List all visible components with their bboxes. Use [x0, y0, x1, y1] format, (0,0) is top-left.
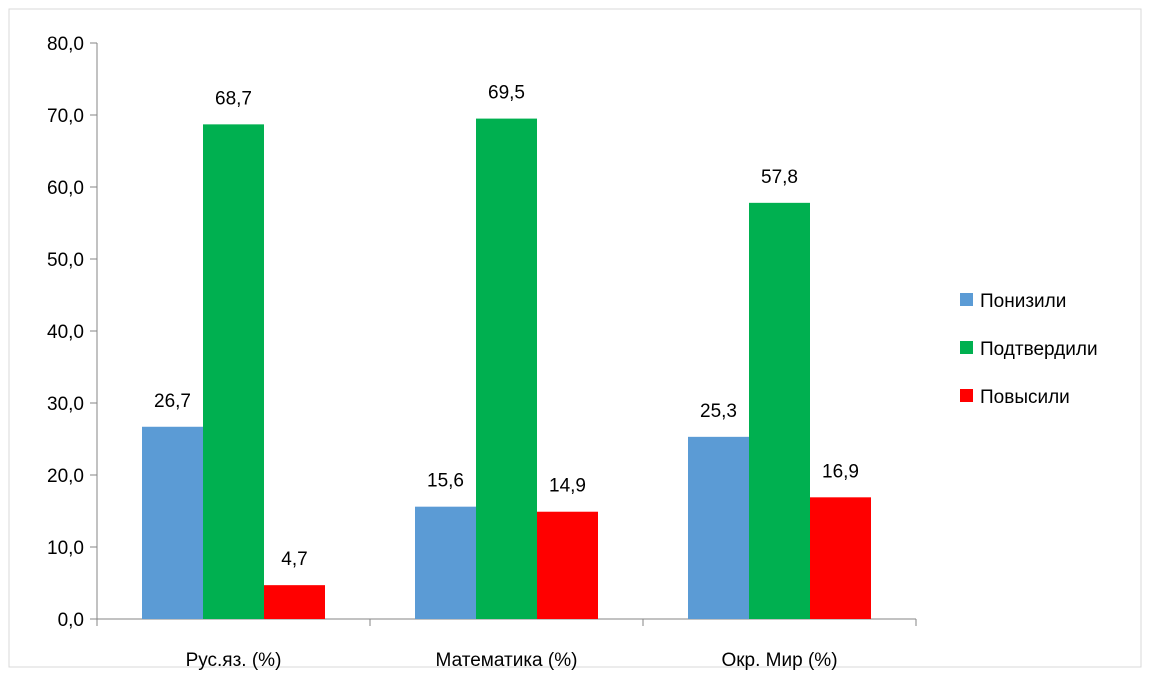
data-label: 69,5 — [488, 83, 525, 104]
bar — [203, 124, 264, 620]
data-label: 4,7 — [281, 549, 307, 570]
y-tick-label: 10,0 — [47, 538, 84, 559]
legend-label: Повысили — [980, 387, 1070, 408]
bars — [142, 118, 871, 620]
bar — [415, 506, 476, 619]
data-label: 57,8 — [761, 167, 798, 188]
legend-label: Подтвердили — [980, 339, 1098, 360]
bar — [749, 202, 810, 619]
x-category-label: Окр. Мир (%) — [721, 650, 837, 671]
x-category-label: Математика (%) — [436, 650, 578, 671]
legend-swatch — [960, 293, 973, 306]
data-label: 68,7 — [215, 88, 252, 109]
data-label: 14,9 — [549, 476, 586, 497]
y-axis: 0,0 10,0 20,0 30,0 40,0 50,0 60,0 70,0 80,0 — [47, 34, 98, 631]
x-axis: Рус.яз. (%) Математика (%) Окр. Мир (%) — [96, 618, 917, 671]
bar — [142, 426, 203, 619]
bar — [476, 118, 537, 619]
data-label: 16,9 — [822, 461, 859, 482]
x-category-label: Рус.яз. (%) — [186, 650, 282, 671]
chart-border — [8, 8, 1142, 668]
data-label: 26,7 — [154, 391, 191, 412]
legend-swatch — [960, 341, 973, 354]
y-tick-label: 50,0 — [47, 250, 84, 271]
legend-label: Понизили — [980, 291, 1066, 312]
bar — [688, 436, 749, 619]
bar — [810, 497, 871, 619]
data-label: 15,6 — [427, 471, 464, 492]
data-label: 25,3 — [700, 401, 737, 422]
bar — [537, 511, 598, 619]
y-tick-label: 40,0 — [47, 322, 84, 343]
y-tick-label: 70,0 — [47, 106, 84, 127]
y-tick-label: 20,0 — [47, 466, 84, 487]
y-tick-label: 80,0 — [47, 34, 84, 55]
y-tick-label: 0,0 — [58, 610, 84, 631]
legend-swatch — [960, 389, 973, 402]
y-tick-label: 60,0 — [47, 178, 84, 199]
legend: Понизили Подтвердили Повысили — [960, 291, 1098, 408]
y-tick-label: 30,0 — [47, 394, 84, 415]
bar — [264, 585, 325, 619]
data-labels: 26,7 68,7 4,7 15,6 69,5 14,9 25,3 57,8 16,9 — [154, 83, 859, 571]
